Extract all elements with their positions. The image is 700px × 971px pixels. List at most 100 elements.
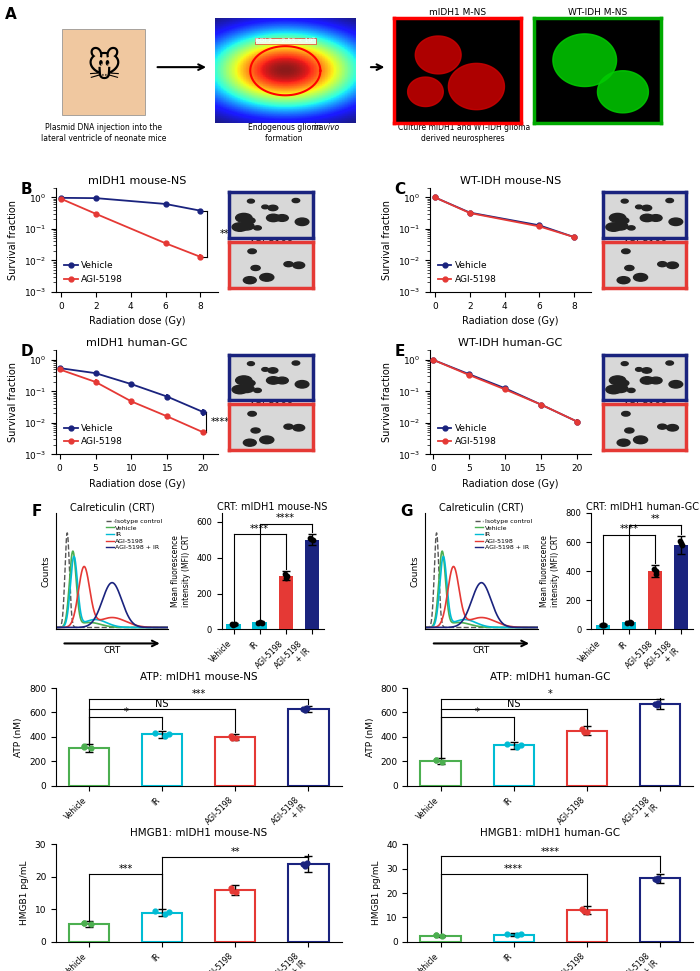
Bar — [142, 913, 182, 942]
Point — [306, 531, 317, 547]
Title: CRT: mIDH1 mouse-NS: CRT: mIDH1 mouse-NS — [218, 502, 328, 512]
Text: AGI-5198: AGI-5198 — [249, 402, 294, 413]
Point — [301, 701, 312, 717]
Text: ****: **** — [211, 418, 230, 427]
Point — [300, 702, 311, 718]
Text: **: ** — [230, 848, 240, 857]
Title: mIDH1 human-GC: mIDH1 human-GC — [86, 338, 188, 349]
Text: 🐭: 🐭 — [86, 50, 121, 84]
Bar — [567, 910, 607, 942]
Legend: Vehicle, AGI-5198: Vehicle, AGI-5198 — [434, 420, 500, 450]
Bar — [421, 761, 461, 786]
Bar — [215, 889, 256, 942]
Point — [676, 537, 687, 552]
Bar — [288, 864, 328, 942]
Y-axis label: HMGB1 pg/mL: HMGB1 pg/mL — [20, 861, 29, 925]
Point — [252, 615, 263, 630]
Point — [279, 566, 290, 582]
Bar — [142, 734, 182, 786]
Title: ATP: mIDH1 human-GC: ATP: mIDH1 human-GC — [490, 672, 610, 682]
Bar — [226, 624, 241, 629]
Point — [511, 740, 522, 755]
Point — [298, 856, 309, 872]
Text: ****: **** — [620, 524, 638, 534]
Point — [577, 901, 588, 917]
Y-axis label: Survival fraction: Survival fraction — [8, 362, 18, 443]
Point — [515, 926, 526, 942]
Bar — [622, 622, 636, 629]
Bar — [421, 936, 461, 942]
X-axis label: Radiation dose (Gy): Radiation dose (Gy) — [463, 317, 559, 326]
Point — [164, 726, 175, 742]
Text: *: * — [548, 689, 552, 699]
Title: mIDH1 mouse-NS: mIDH1 mouse-NS — [88, 176, 186, 185]
Point — [578, 904, 589, 920]
Point — [164, 904, 175, 920]
Point — [582, 904, 593, 920]
Point — [649, 696, 660, 712]
Bar — [62, 29, 145, 115]
Y-axis label: Mean fluorescence
intensity (MFI) CRT: Mean fluorescence intensity (MFI) CRT — [171, 535, 190, 608]
Point — [501, 736, 512, 752]
Point — [281, 570, 292, 586]
X-axis label: Radiation dose (Gy): Radiation dose (Gy) — [89, 317, 185, 326]
Point — [515, 737, 526, 753]
Point — [78, 916, 90, 931]
Point — [230, 884, 241, 899]
Point — [301, 854, 312, 870]
Text: F: F — [32, 504, 42, 519]
Point — [307, 532, 318, 548]
Bar — [69, 924, 109, 942]
Point — [230, 730, 241, 746]
Point — [229, 616, 240, 631]
Text: Vehicle: Vehicle — [254, 191, 289, 201]
Bar — [253, 622, 267, 629]
Point — [436, 928, 447, 944]
Point — [652, 695, 664, 711]
Bar — [494, 934, 534, 942]
Point — [160, 907, 171, 922]
Point — [501, 926, 512, 942]
Text: in vivo: in vivo — [314, 123, 340, 132]
Text: AGI-5198: AGI-5198 — [623, 402, 668, 413]
Point — [150, 725, 161, 741]
Text: **: ** — [650, 515, 660, 524]
Point — [651, 697, 662, 713]
Point — [78, 739, 90, 754]
Title: WT-IDH mouse-NS: WT-IDH mouse-NS — [460, 176, 561, 185]
Point — [227, 884, 238, 899]
Y-axis label: Counts: Counts — [41, 555, 50, 586]
Text: Vehicle: Vehicle — [628, 353, 663, 363]
Point — [511, 927, 522, 943]
Y-axis label: Mean fluorescence
intensity (MFI) CRT: Mean fluorescence intensity (MFI) CRT — [540, 535, 560, 608]
Point — [598, 618, 610, 633]
Legend: Isotype control, Vehicle, IR, AGI-5198, AGI-5198 + IR: Isotype control, Vehicle, IR, AGI-5198, … — [473, 516, 534, 552]
Text: C: C — [394, 182, 405, 197]
Point — [674, 534, 685, 550]
Point — [582, 724, 593, 740]
Point — [650, 566, 661, 582]
Legend: Isotype control, Vehicle, IR, AGI-5198, AGI-5198 + IR: Isotype control, Vehicle, IR, AGI-5198, … — [104, 516, 165, 552]
Point — [652, 870, 664, 886]
Bar — [596, 625, 610, 629]
Point — [436, 753, 447, 769]
Point — [281, 568, 292, 584]
X-axis label: Radiation dose (Gy): Radiation dose (Gy) — [463, 479, 559, 488]
Point — [597, 618, 608, 633]
Bar — [640, 704, 680, 786]
X-axis label: CRT: CRT — [473, 646, 490, 655]
Y-axis label: Counts: Counts — [411, 555, 420, 586]
Bar — [567, 731, 607, 786]
Text: Plasmid DNA injection into the
lateral ventricle of neonate mice: Plasmid DNA injection into the lateral v… — [41, 123, 167, 143]
X-axis label: CRT: CRT — [104, 646, 120, 655]
Point — [150, 903, 161, 919]
Point — [225, 880, 237, 895]
Point — [430, 927, 441, 943]
Text: *: * — [475, 708, 480, 718]
Text: ****: **** — [219, 229, 239, 239]
Point — [578, 724, 589, 740]
Legend: Vehicle, AGI-5198: Vehicle, AGI-5198 — [60, 420, 127, 450]
Text: ****: **** — [504, 863, 523, 874]
Text: Endogenous glioma
formation: Endogenous glioma formation — [248, 123, 323, 143]
Point — [255, 614, 266, 629]
